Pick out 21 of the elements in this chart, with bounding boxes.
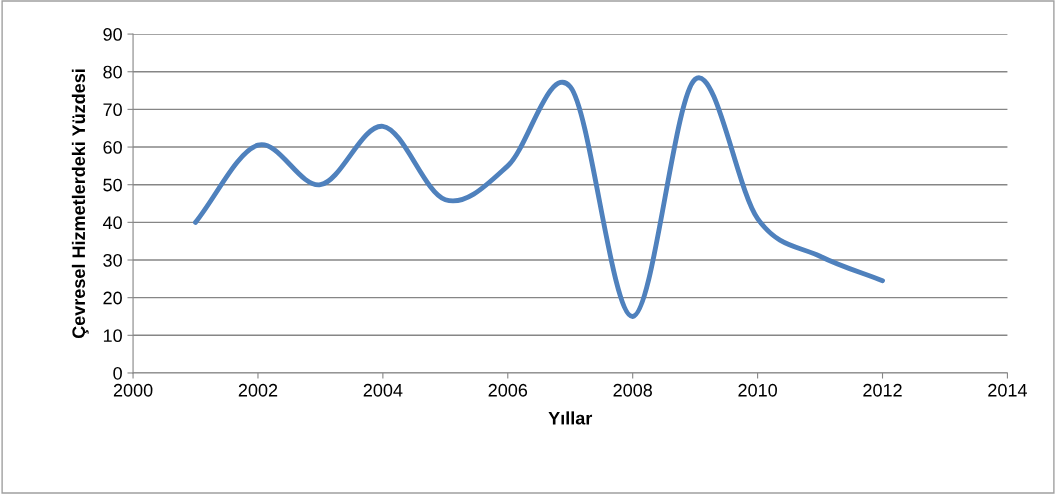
y-tick-label: 20: [103, 291, 122, 305]
x-tick-label: 2014: [988, 383, 1027, 397]
y-tick-label: 40: [102, 216, 122, 230]
y-tick-label: 50: [103, 178, 122, 192]
x-tick-label: 2004: [363, 383, 403, 397]
x-tick-label: 2006: [488, 383, 528, 397]
x-axis-title: Yıllar: [548, 411, 593, 425]
y-tick-label: 70: [103, 103, 122, 117]
x-tick-label: 2002: [238, 383, 278, 397]
y-axis-title: Çevresel Hizmetlerdeki Yüzdesi: [71, 69, 89, 339]
x-tick-label: 2000: [113, 383, 153, 397]
y-tick-label: 60: [103, 140, 122, 154]
x-tick-label: 2008: [613, 383, 652, 397]
y-tick-label: 30: [103, 253, 122, 267]
y-tick-label: 80: [103, 65, 122, 79]
y-tick-label: 0: [113, 366, 122, 380]
line-series: [193, 75, 885, 319]
y-tick-label: 90: [103, 28, 122, 41]
x-tick-label: 2012: [863, 383, 902, 397]
x-tick-label: 2010: [738, 383, 777, 397]
y-tick-label: 10: [103, 329, 122, 343]
